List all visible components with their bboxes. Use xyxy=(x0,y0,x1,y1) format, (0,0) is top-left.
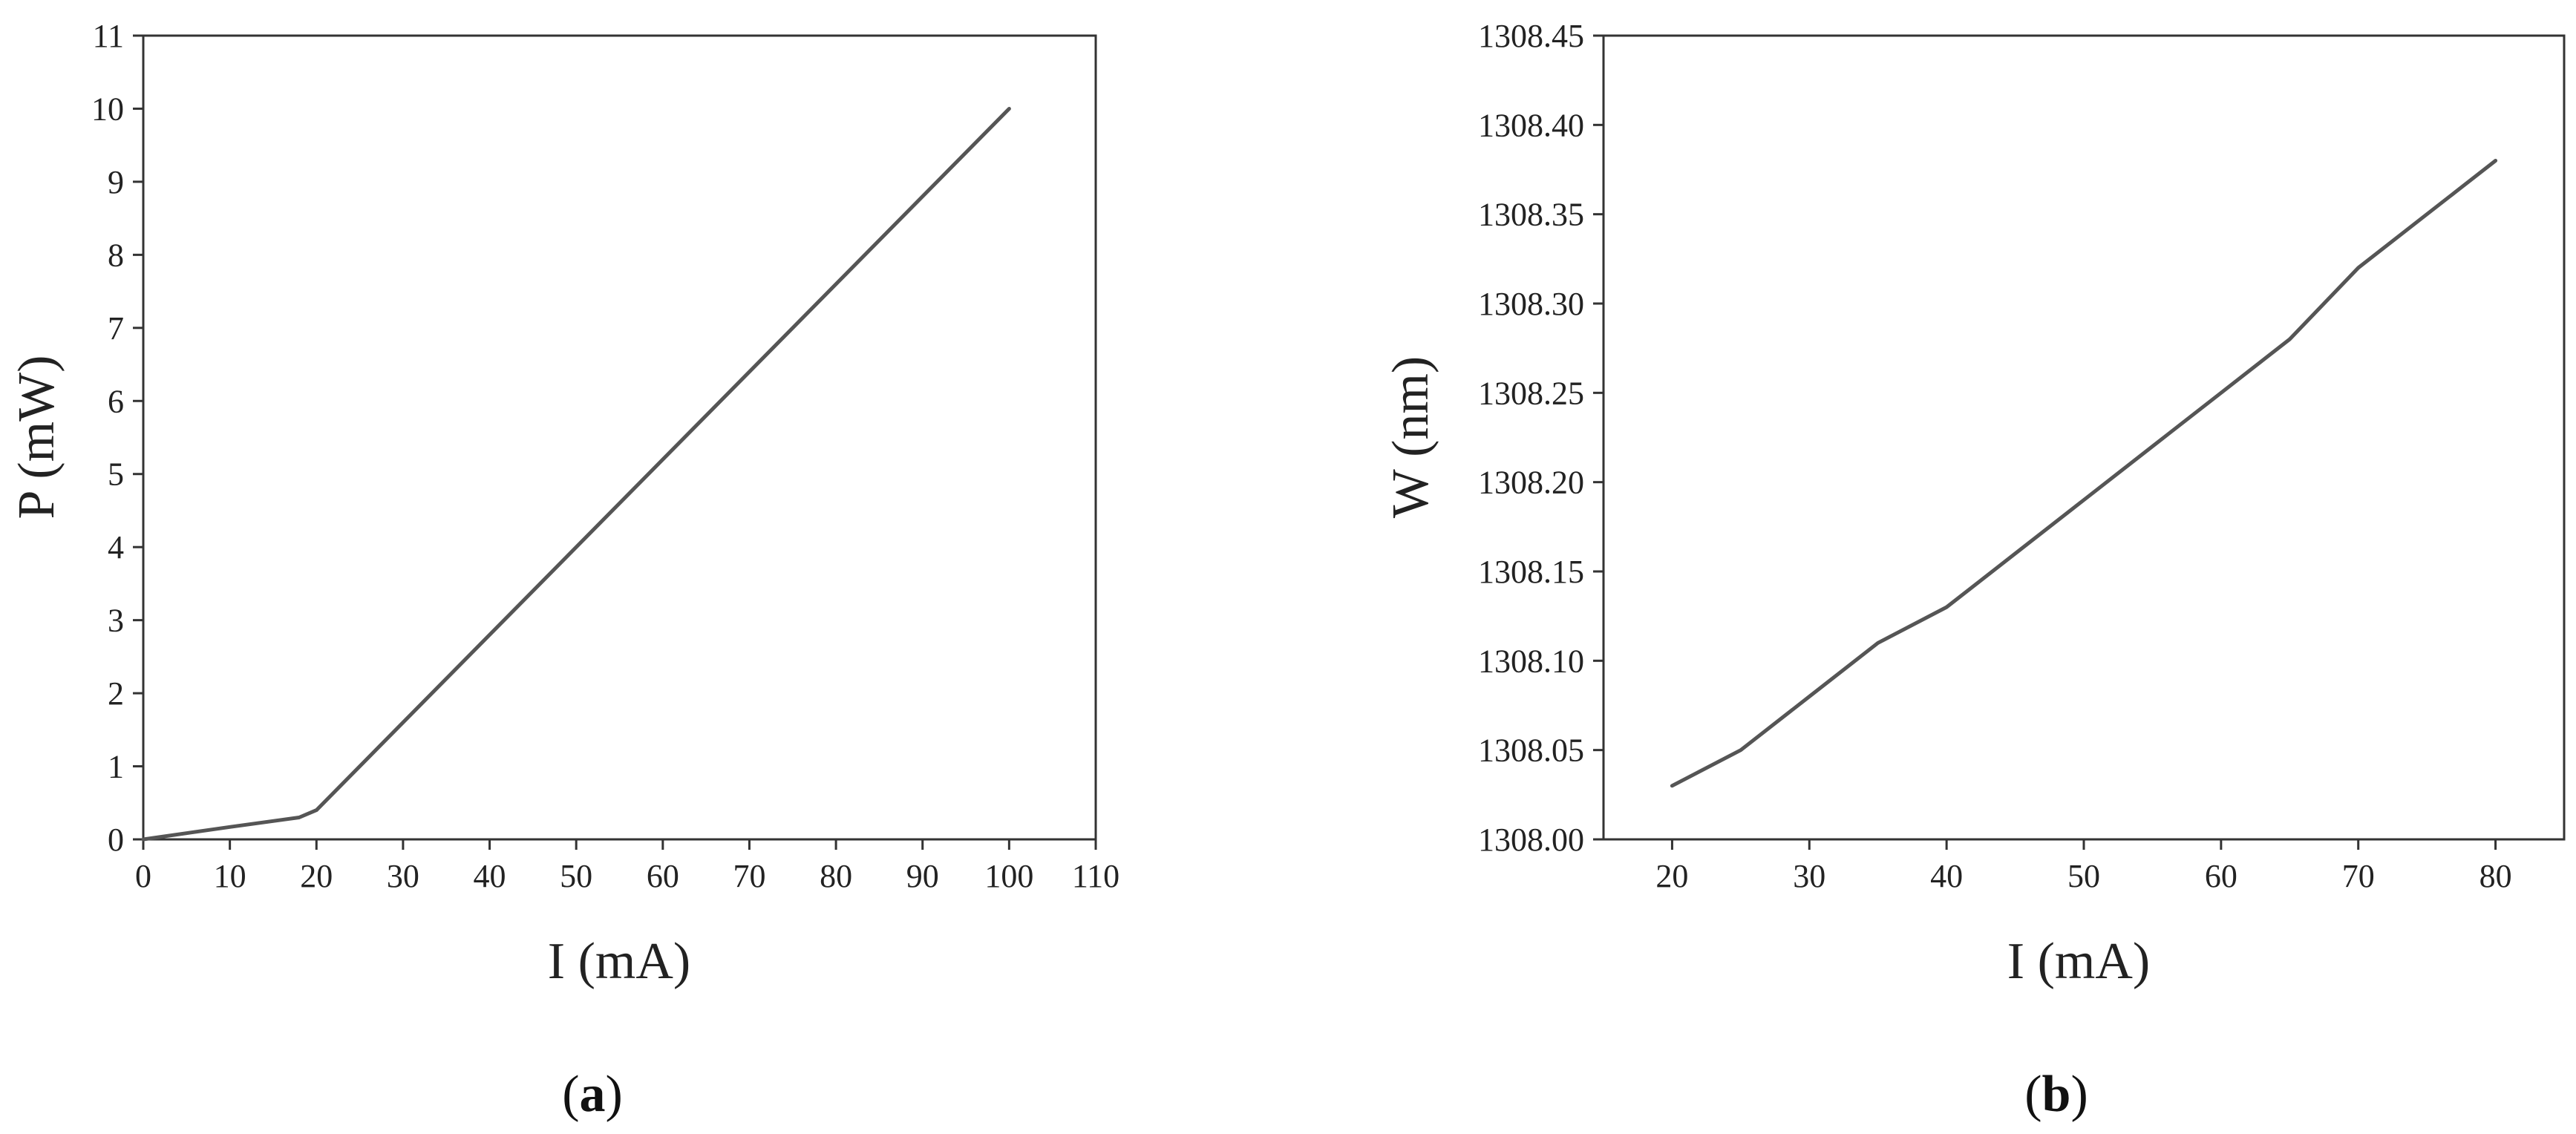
y-tick-label: 11 xyxy=(93,18,124,54)
y-tick-label: 0 xyxy=(108,822,124,858)
x-tick-label: 20 xyxy=(300,858,333,894)
y-tick-label: 1308.20 xyxy=(1478,465,1584,501)
series-layer xyxy=(141,107,1011,842)
panel-caption-letter: a xyxy=(580,1066,606,1123)
plot-frame xyxy=(142,34,1097,841)
x-tick-label: 30 xyxy=(387,858,419,894)
x-tick-label: 80 xyxy=(820,858,852,894)
y-tick-label: 2 xyxy=(108,675,124,712)
chart-panel-a: 0 10 20 30 40 50 60 70 80 90 100 110 0 1 2 3 4 5 6 7 8 9 10 11… xyxy=(8,18,1119,1123)
series-line xyxy=(141,107,1011,842)
y-tick-label: 1308.40 xyxy=(1478,107,1584,143)
y-tick-label: 8 xyxy=(108,237,124,273)
y-tick-label: 5 xyxy=(108,456,124,493)
y-tick-label: 4 xyxy=(108,529,124,566)
y-axis-ticks: 1308.00 1308.05 1308.10 1308.15 1308.20 1308.… xyxy=(1478,18,1604,858)
y-tick-label: 6 xyxy=(108,383,124,419)
panel-caption: (b) xyxy=(2024,1066,2088,1123)
x-axis-ticks: 20 30 40 50 60 70 80 xyxy=(1655,839,2512,894)
y-axis-title: P (mW) xyxy=(8,355,65,520)
x-tick-label: 20 xyxy=(1655,858,1688,894)
x-tick-label: 50 xyxy=(560,858,592,894)
y-tick-label: 1308.35 xyxy=(1478,197,1584,233)
y-tick-label: 1308.45 xyxy=(1478,18,1584,54)
x-tick-label: 110 xyxy=(1072,858,1119,894)
x-tick-label: 10 xyxy=(214,858,246,894)
x-axis-title: I (mA) xyxy=(548,933,690,990)
x-tick-label: 70 xyxy=(2342,858,2375,894)
y-tick-label: 1308.00 xyxy=(1478,822,1584,858)
y-axis-title: W (nm) xyxy=(1382,356,1439,518)
x-axis-title: I (mA) xyxy=(2007,933,2150,990)
x-tick-label: 90 xyxy=(906,858,939,894)
x-tick-label: 70 xyxy=(733,858,765,894)
x-tick-label: 40 xyxy=(474,858,506,894)
panel-caption-letter: b xyxy=(2042,1066,2071,1123)
x-tick-label: 30 xyxy=(1793,858,1825,894)
series-line xyxy=(1670,159,2498,788)
plot-frame xyxy=(1602,34,2566,841)
x-tick-label: 40 xyxy=(1930,858,1963,894)
x-tick-label: 100 xyxy=(984,858,1033,894)
y-tick-label: 1308.25 xyxy=(1478,375,1584,411)
y-tick-label: 1308.10 xyxy=(1478,643,1584,679)
y-axis-ticks: 0 1 2 3 4 5 6 7 8 9 10 11 xyxy=(91,18,143,858)
x-tick-label: 80 xyxy=(2479,858,2512,894)
y-tick-label: 1 xyxy=(108,749,124,785)
y-tick-label: 9 xyxy=(108,164,124,200)
x-axis-ticks: 0 10 20 30 40 50 60 70 80 90 100 110 xyxy=(135,839,1119,894)
chart-panel-b: 20 30 40 50 60 70 80 1308.001308.051308.101308… xyxy=(1382,18,2566,1123)
panel-caption: (a) xyxy=(562,1066,623,1123)
y-tick-label: 1308.15 xyxy=(1478,554,1584,590)
y-tick-label: 1308.05 xyxy=(1478,732,1584,769)
x-tick-label: 0 xyxy=(135,858,151,894)
x-tick-label: 60 xyxy=(2205,858,2237,894)
x-tick-label: 60 xyxy=(647,858,679,894)
y-tick-label: 10 xyxy=(91,91,124,127)
series-layer xyxy=(1670,159,2498,788)
x-tick-label: 50 xyxy=(2067,858,2100,894)
y-tick-label: 7 xyxy=(108,310,124,347)
y-tick-label: 1308.30 xyxy=(1478,286,1584,322)
y-tick-label: 3 xyxy=(108,603,124,639)
